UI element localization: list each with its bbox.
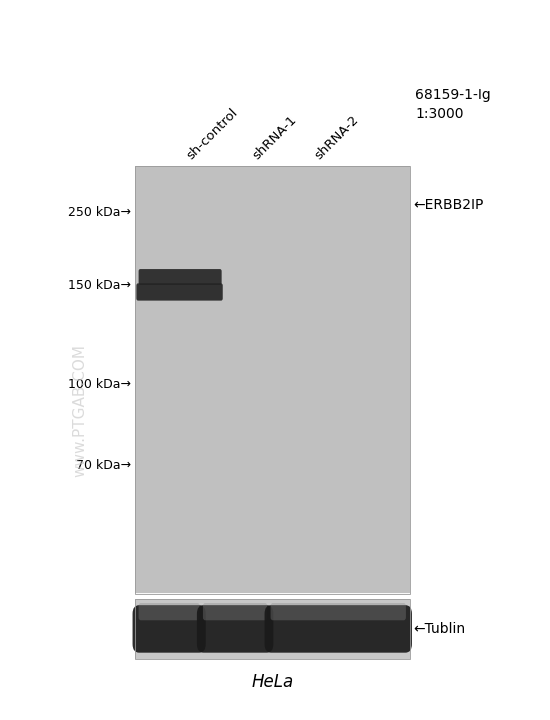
Text: 100 kDa→: 100 kDa→ bbox=[68, 377, 131, 390]
FancyBboxPatch shape bbox=[139, 603, 200, 621]
Text: 70 kDa→: 70 kDa→ bbox=[76, 459, 131, 472]
FancyBboxPatch shape bbox=[203, 603, 267, 621]
Text: 68159-1-Ig
1:3000: 68159-1-Ig 1:3000 bbox=[415, 88, 491, 120]
Text: www.PTGAB.COM: www.PTGAB.COM bbox=[72, 344, 87, 477]
Text: shRNA-2: shRNA-2 bbox=[312, 113, 361, 162]
Bar bbox=[135, 166, 410, 594]
Text: ←ERBB2IP: ←ERBB2IP bbox=[414, 198, 484, 212]
FancyBboxPatch shape bbox=[133, 605, 206, 652]
FancyBboxPatch shape bbox=[136, 284, 223, 301]
FancyBboxPatch shape bbox=[265, 605, 412, 652]
Text: 250 kDa→: 250 kDa→ bbox=[68, 206, 131, 219]
FancyBboxPatch shape bbox=[139, 269, 222, 285]
FancyBboxPatch shape bbox=[197, 605, 273, 652]
Text: HeLa: HeLa bbox=[251, 673, 293, 691]
Text: shRNA-1: shRNA-1 bbox=[250, 113, 299, 162]
Bar bbox=[135, 599, 410, 659]
Text: ←Tublin: ←Tublin bbox=[414, 622, 466, 636]
Bar bbox=[135, 599, 410, 659]
FancyBboxPatch shape bbox=[271, 603, 406, 621]
Text: 150 kDa→: 150 kDa→ bbox=[68, 279, 131, 292]
Text: sh-control: sh-control bbox=[184, 106, 240, 162]
Bar bbox=[135, 166, 410, 594]
